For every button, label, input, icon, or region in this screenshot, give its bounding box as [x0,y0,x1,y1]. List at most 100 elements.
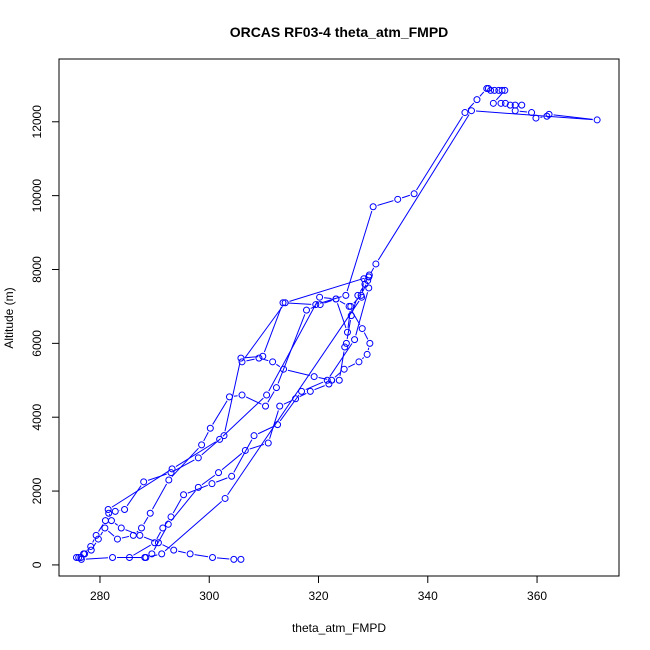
data-point [279,299,287,307]
data-point [87,542,95,550]
series-segment [233,395,238,397]
data-point [167,513,175,521]
y-axis: 0 2000 4000 6000 8000 10000 12000 [30,105,60,568]
data-point [186,550,194,558]
series-segment [153,527,167,551]
data-point [194,454,202,462]
data-point [545,110,553,118]
series-segment [377,114,470,261]
y-tick-label: 12000 [30,105,44,139]
data-point [369,203,377,211]
y-tick-label: 2000 [30,477,44,504]
series-segment [151,483,168,510]
series-segment [107,530,115,537]
series-segment [187,484,208,494]
series-segment [363,332,369,340]
data-point [263,391,271,399]
series-segment [203,432,209,442]
data-point [532,114,540,122]
series-segment [324,300,332,304]
data-point [81,550,89,558]
series-segment [125,529,136,535]
series-segment [319,296,342,304]
series-segment [401,194,411,199]
series-segment [359,287,363,292]
series-segment [100,531,104,536]
x-tick-label: 360 [527,589,547,603]
series-segment [353,298,359,304]
data-point [250,432,258,440]
series-segment [170,490,196,522]
data-point [101,524,109,532]
data-point [221,494,229,502]
data-point [473,96,481,104]
series-segment [334,371,342,378]
data-point [228,472,236,480]
data-point [497,99,505,107]
data-point [332,295,340,303]
series-segment [86,549,88,551]
data-point [316,301,324,309]
data-point [129,531,137,539]
series-segment [370,267,375,274]
data-point [137,524,145,532]
data-point [292,395,300,403]
x-tick-label: 320 [308,589,328,603]
series-segment [171,447,199,478]
x-tick-label: 340 [418,589,438,603]
series-segment [416,116,463,191]
data-point [238,358,246,366]
data-point [255,354,263,362]
series-segment [121,535,130,539]
data-point [461,109,469,117]
series-segment [85,557,109,560]
data-point [170,546,178,554]
series-segment [172,498,182,514]
x-axis-label: theta_atm_FMPD [292,621,386,635]
data-point [237,555,245,563]
series-segment [164,501,223,552]
data-point [487,86,495,94]
data-point [543,112,551,120]
series-segment [227,300,360,496]
data-point [528,109,536,117]
data-point [323,376,331,384]
data-point [264,439,272,447]
data-point [489,99,497,107]
series-segment [268,300,318,392]
data-point [140,478,148,486]
series-segment [216,557,230,560]
data-point [366,339,374,347]
data-point [280,365,288,373]
data-point [467,107,475,115]
data-point [87,546,95,554]
data-point [484,85,492,93]
data-point [259,352,267,360]
data-point [92,531,100,539]
data-point [518,101,526,109]
series-segment [245,396,262,405]
data-point [410,190,418,198]
data-point [340,365,348,373]
data-point [216,435,224,443]
series-segment [346,210,373,292]
data-point [312,301,320,309]
series-segment [114,522,118,526]
series-segment [336,303,347,329]
data-point [167,469,175,477]
data-point [269,358,277,366]
data-point [105,509,113,517]
y-tick-label: 6000 [30,330,44,357]
series-segment [283,400,292,405]
series-segment [111,470,169,508]
series-segment [355,292,369,336]
data-series [72,85,601,563]
data-point [281,299,289,307]
series-segment [329,343,353,377]
data-point [274,421,282,429]
data-point [241,446,249,454]
series-segment [257,426,274,435]
x-axis: 280 300 320 340 360 [90,575,547,603]
data-point [208,480,216,488]
data-point [194,483,202,491]
